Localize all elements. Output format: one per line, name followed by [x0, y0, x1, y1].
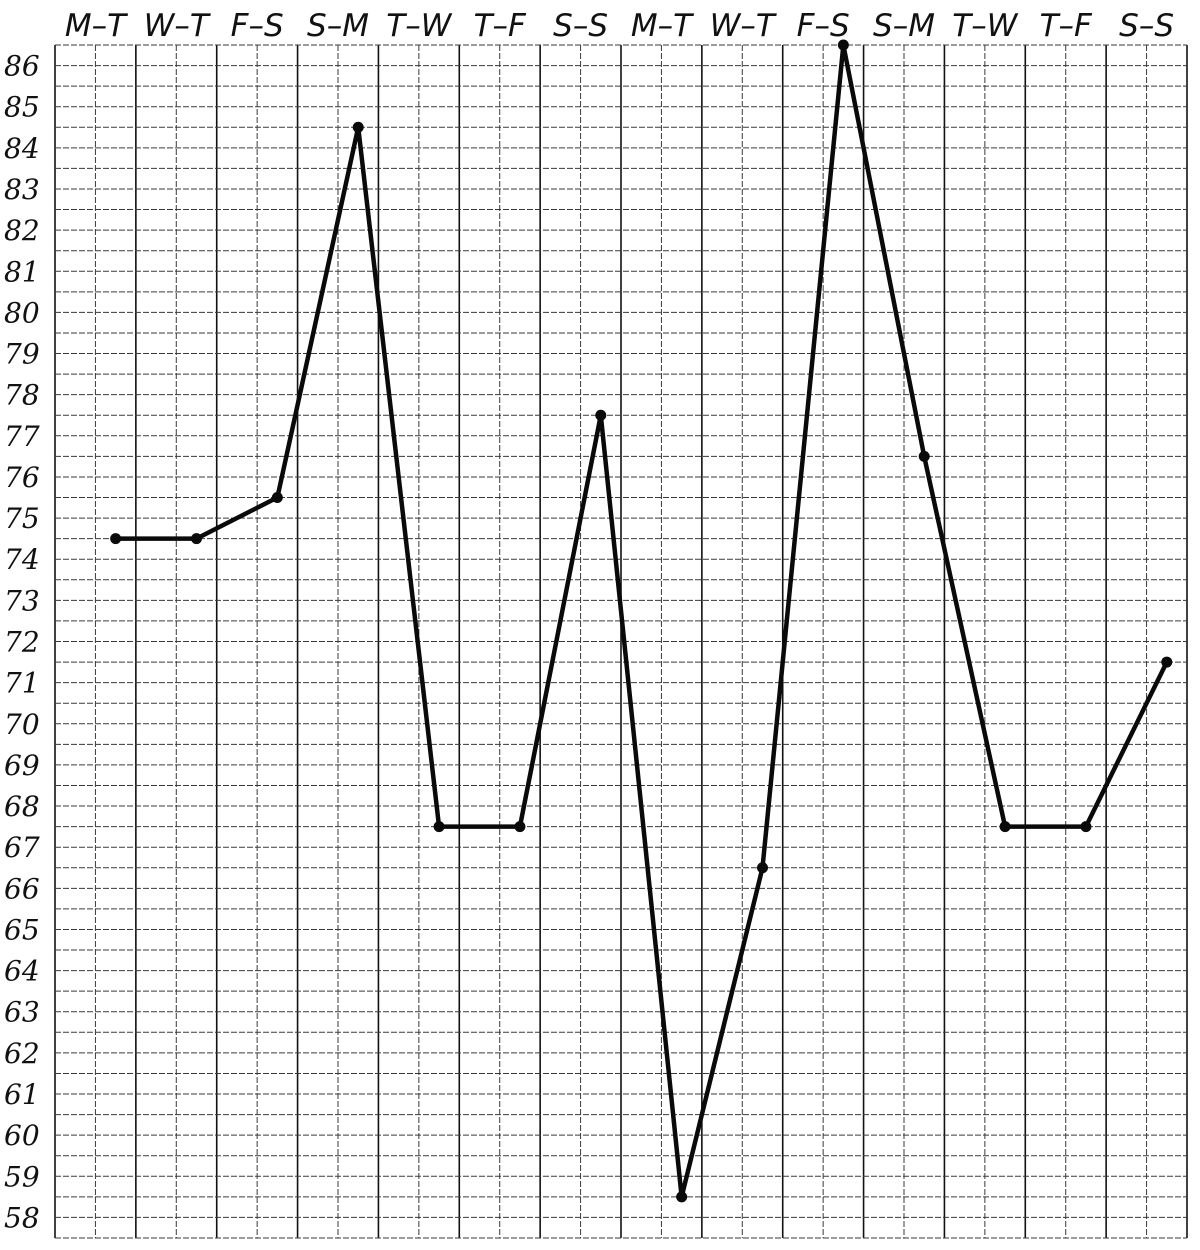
y-tick-label: 83	[4, 173, 40, 206]
y-tick-label: 68	[4, 790, 40, 823]
y-tick-label: 84	[4, 132, 40, 165]
y-tick-label: 72	[4, 626, 40, 659]
y-tick-label: 63	[4, 996, 40, 1029]
y-tick-label: 61	[4, 1078, 40, 1111]
data-point	[433, 821, 445, 833]
y-tick-label: 64	[4, 955, 40, 988]
y-axis-tick-labels: 86 85 84 83 82 81 80 79 78 77 76 75 74 73 72 71 70 69 68 67…	[4, 50, 40, 1235]
data-point	[110, 533, 122, 545]
x-tick-label: W–T	[710, 8, 777, 44]
y-tick-label: 60	[4, 1119, 40, 1152]
y-tick-label: 67	[4, 831, 40, 864]
y-tick-label: 76	[4, 461, 40, 494]
y-tick-label: 80	[4, 296, 40, 329]
y-tick-label: 73	[4, 584, 40, 617]
y-tick-label: 77	[4, 420, 40, 453]
y-tick-label: 59	[4, 1160, 40, 1193]
y-tick-label: 75	[4, 502, 40, 535]
data-point	[271, 492, 283, 504]
x-tick-label: S–M	[307, 8, 369, 44]
x-tick-label: T–W	[386, 8, 452, 44]
series-line	[115, 44, 1169, 1198]
series-group	[110, 39, 1173, 1203]
y-tick-label: 86	[4, 50, 40, 83]
x-axis-tick-labels: M–T W–T F–S S–M T–W T–F S–S M–T W–T F–S S–M T–W T–F S…	[65, 8, 1174, 44]
data-point	[676, 1191, 688, 1203]
y-tick-label: 81	[4, 255, 40, 288]
y-tick-label: 62	[4, 1037, 40, 1070]
data-point	[514, 821, 526, 833]
y-tick-label: 71	[4, 667, 40, 700]
y-tick-label: 74	[4, 543, 40, 576]
x-tick-label: F–S	[797, 8, 850, 44]
x-tick-label: M–T	[631, 8, 694, 44]
x-tick-label: T–W	[952, 8, 1018, 44]
y-tick-label: 82	[4, 214, 40, 247]
x-tick-label: S–S	[1119, 8, 1174, 44]
y-tick-label: 85	[4, 91, 40, 124]
x-tick-label: F–S	[231, 8, 284, 44]
data-point	[352, 121, 364, 133]
data-point	[837, 39, 849, 51]
x-tick-label: S–S	[553, 8, 608, 44]
data-point	[757, 862, 768, 874]
y-tick-label: 69	[4, 749, 40, 782]
x-tick-label: T–F	[1040, 8, 1093, 44]
data-point	[918, 450, 930, 462]
y-tick-label: 79	[4, 338, 40, 371]
x-tick-label: W–T	[144, 8, 211, 44]
data-point	[1161, 656, 1173, 668]
y-tick-label: 58	[4, 1201, 40, 1234]
data-point	[1080, 821, 1092, 833]
data-point	[999, 821, 1011, 833]
y-tick-label: 66	[4, 872, 40, 905]
y-tick-label: 78	[4, 379, 40, 412]
data-point	[595, 409, 607, 421]
x-tick-label: M–T	[65, 8, 128, 44]
x-tick-label: S–M	[873, 8, 935, 44]
x-tick-label: T–F	[474, 8, 527, 44]
y-tick-label: 65	[4, 913, 40, 946]
chart-grid	[54, 44, 1188, 1239]
y-tick-label: 70	[4, 708, 40, 741]
data-point	[191, 533, 202, 545]
